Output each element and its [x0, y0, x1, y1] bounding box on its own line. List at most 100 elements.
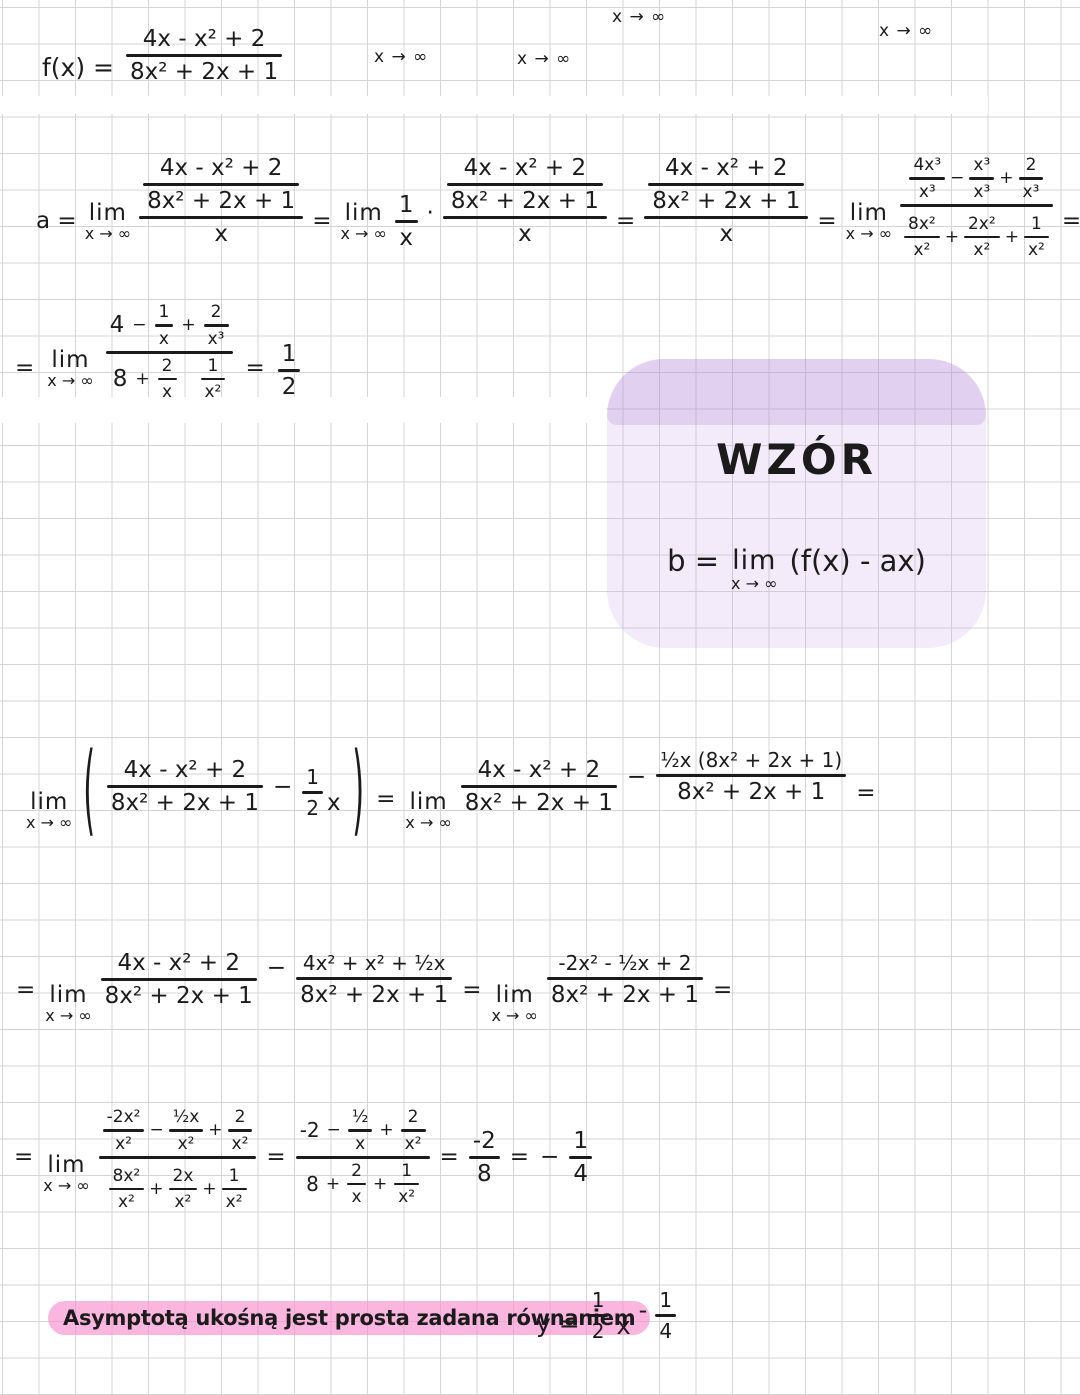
fraction: 2 x [157, 356, 177, 402]
fraction: 4x - x² + 2 8x² + 2x + 1 x [644, 155, 809, 247]
equals-sign: = [1061, 208, 1080, 234]
lim-word: lim [47, 1151, 86, 1178]
plus-sign: + [135, 368, 150, 389]
eraser-mark [0, 397, 606, 423]
denominator: x² [115, 1133, 133, 1154]
numerator: 4 − 1 x + 2 x³ [106, 302, 233, 349]
denominator: 4 [573, 1160, 588, 1187]
limit-subscript-note: x → ∞ [612, 7, 667, 27]
a-equals: a = [36, 208, 77, 234]
term-row: 4x³ x³ − x³ x³ + 2 x³ [909, 155, 1044, 202]
denominator: 8 [476, 1160, 492, 1187]
term-row: 8 + 2 x + 1 x² [306, 1161, 420, 1207]
minus-sign: − [626, 763, 647, 790]
denominator: x [158, 328, 169, 349]
limit-operator: lim x → ∞ [45, 982, 91, 1025]
denominator: 2 [591, 1319, 605, 1343]
equals-sign: = [615, 208, 636, 234]
fraction-bar [569, 1155, 592, 1159]
denominator: 8x² + 2x + 1 [300, 982, 449, 1008]
limit-subscript: x → ∞ [845, 223, 893, 243]
fraction-bar [200, 377, 226, 380]
fraction: 4x - x² + 2 8x² + 2x + 1 [460, 757, 617, 816]
limit-subscript: x → ∞ [405, 813, 452, 832]
lim-word: lim [49, 982, 88, 1008]
fraction: 4x - x² + 2 8x² + 2x + 1 [143, 155, 300, 214]
fraction-bar [108, 1187, 145, 1190]
denominator: 8x² x² + 2x x² + 1 x² [105, 1161, 251, 1212]
term: 4 [109, 312, 125, 339]
limit-operator: lim x → ∞ [26, 789, 72, 832]
equals-sign: = [439, 1144, 459, 1170]
fraction-bar [154, 324, 174, 327]
denominator: 8x² + 2x + 1 [110, 790, 259, 816]
asymptote-equation: y = 1 2 x - 1 4 [536, 1288, 677, 1343]
fraction: 2 x² [400, 1107, 426, 1154]
denominator: x² [1027, 240, 1045, 260]
fraction-bar [394, 1182, 420, 1185]
numerator: -2 [472, 1127, 496, 1154]
term: -2 [299, 1118, 320, 1143]
fraction-bar [105, 350, 233, 354]
fraction: ½ x [347, 1107, 373, 1154]
numerator: 1 [398, 191, 414, 218]
denominator: 8x² + 2x + 1 [104, 983, 253, 1009]
limit-calculation-line: = lim x → ∞ -2x² x² − ½x x² [13, 1102, 592, 1212]
denominator: 8x² + 2x + 1 [147, 187, 296, 214]
denominator: 8 + 2 x 1 x² [109, 355, 230, 402]
big-right-paren: ) [351, 729, 364, 848]
fraction: -2x² x² − ½x x² + 2 x² [98, 1102, 257, 1212]
fraction-bar [648, 183, 805, 186]
numerator: ½ [351, 1107, 369, 1127]
minus-sign: − [273, 773, 293, 800]
numerator: -2x² [106, 1107, 141, 1127]
fraction-bar [139, 215, 304, 219]
fraction: 4x - x² + 2 8x² + 2x + 1 [648, 155, 805, 214]
denominator: 8x² + 2x + 1 [130, 59, 279, 85]
fraction-bar [963, 235, 1000, 238]
denominator: 8x² x² + 2x² x² + 1 x² [900, 209, 1053, 260]
fraction-bar [394, 219, 418, 223]
limit-calculation-line: = lim x → ∞ 4x - x² + 2 8x² + 2x + 1 − 4… [15, 950, 733, 1025]
denominator: x² [117, 1192, 135, 1212]
numerator: 1 [207, 355, 219, 376]
denominator: 2 [306, 796, 320, 820]
fraction-bar [446, 183, 603, 186]
numerator: 1 [591, 1288, 605, 1312]
plus-sign: + [208, 1120, 223, 1141]
plus-sign: + [944, 226, 959, 247]
denominator: x³ [918, 181, 936, 202]
denominator: 8 + 2 x + 1 x² [302, 1161, 423, 1207]
numerator: 4x - x² + 2 [123, 757, 247, 783]
numerator: 4x - x² + 2 [117, 950, 240, 976]
numerator: -2x² - ½x + 2 [558, 951, 692, 975]
fraction-bar [969, 177, 995, 180]
numerator: 1 [573, 1127, 588, 1154]
equals-sign: = [266, 1144, 286, 1170]
plus-sign: + [202, 1178, 217, 1199]
b-formula-rhs: (f(x) - ax) [789, 544, 926, 578]
term: 8 [306, 1171, 319, 1196]
fraction: 2x² x² [963, 213, 1000, 260]
minus-sign: − [149, 1120, 164, 1141]
limit-subscript: x → ∞ [731, 574, 778, 593]
fraction-bar [157, 377, 177, 380]
equals-sign: = [817, 208, 837, 234]
numerator: -2x² x² − ½x x² + 2 x² [99, 1102, 257, 1154]
numerator: 1 [659, 1288, 673, 1312]
denominator: x² [177, 1133, 195, 1154]
numerator: 4x - x² + 2 8x² + 2x + 1 [443, 155, 607, 214]
denominator: x² [913, 240, 931, 260]
fraction: 2 x [347, 1161, 366, 1207]
fraction-bar [546, 977, 704, 980]
denominator: x³ [973, 181, 991, 202]
denominator: x² [398, 1187, 416, 1207]
term-row: -2x² x² − ½x x² + 2 x² [102, 1107, 253, 1154]
numerator: 8x² [112, 1165, 141, 1186]
fraction-bar [347, 1129, 373, 1132]
limit-calculation-line-b: lim x → ∞ ( 4x - x² + 2 8x² + 2x + 1 − 1… [26, 730, 876, 848]
numerator: 2x² [967, 213, 996, 234]
limit-operator: lim x → ∞ [731, 545, 777, 593]
numerator: 2 [210, 302, 222, 322]
numerator: 4x - x² + 2 [477, 757, 601, 783]
